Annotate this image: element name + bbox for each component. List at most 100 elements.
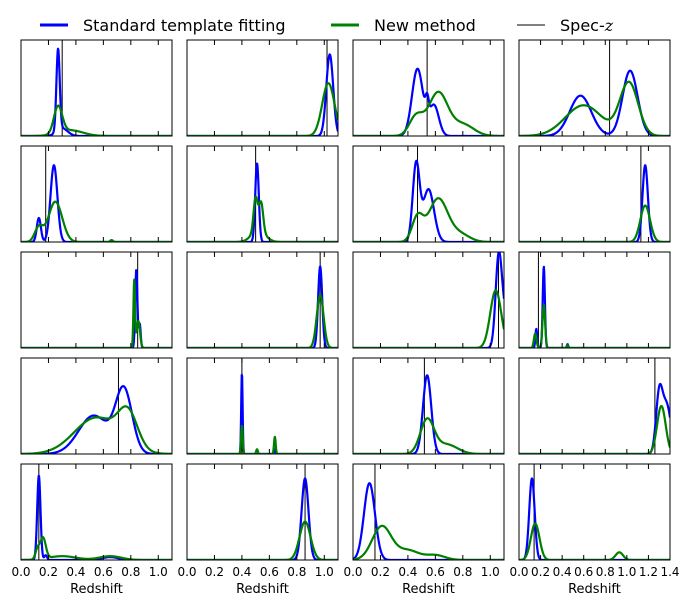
panel-plot-area xyxy=(519,252,670,348)
x-tick-label: 0.0 xyxy=(177,565,196,579)
panel-plot-area xyxy=(519,464,670,560)
series-standard-template-fitting xyxy=(353,67,504,136)
legend-entry-2: Spec-z xyxy=(517,16,614,35)
panel-r2-c0 xyxy=(20,251,173,349)
panel-r2-c3 xyxy=(518,251,671,349)
x-tick-label: 0.4 xyxy=(66,565,85,579)
panel-plot-area xyxy=(353,358,504,454)
panel-plot-area xyxy=(21,146,172,242)
panel-frame xyxy=(352,39,505,137)
x-tick-label: 0.8 xyxy=(453,565,472,579)
x-tick-label: 0.0 xyxy=(509,565,528,579)
panel-frame xyxy=(20,145,173,243)
panel-plot-area xyxy=(187,358,338,454)
series-new-method xyxy=(353,417,504,454)
series-standard-template-fitting xyxy=(353,374,504,454)
series-standard-template-fitting xyxy=(21,385,172,454)
series-standard-template-fitting xyxy=(353,482,504,560)
panel-r4-c0: 0.0 0.2 0.4 0.6 0.8 1.0 Redshift xyxy=(11,463,173,597)
panel-frame xyxy=(518,39,671,137)
panel-plot-area xyxy=(353,40,504,136)
panel-frame xyxy=(352,145,505,243)
x-tick-label: 0.0 xyxy=(11,565,30,579)
x-tick-label: 0.2 xyxy=(205,565,224,579)
panel-frame xyxy=(20,463,173,561)
panel-frame xyxy=(186,357,339,455)
panel-r1-c0 xyxy=(20,145,173,243)
series-new-method xyxy=(21,278,172,348)
panel-r0-c0 xyxy=(20,39,173,137)
panel-plot-area xyxy=(519,358,670,454)
panel-frame xyxy=(352,463,505,561)
series-new-method xyxy=(353,90,504,136)
panel-r4-c3: 0.0 0.2 0.4 0.6 0.8 1.0 1.2 1.4 Redshift xyxy=(509,463,680,597)
series-new-method xyxy=(519,204,670,242)
series-new-method xyxy=(187,294,338,348)
panel-r2-c1 xyxy=(186,251,339,349)
series-new-method xyxy=(353,197,504,242)
panel-frame xyxy=(352,251,505,349)
x-tick-label: 0.4 xyxy=(232,565,251,579)
panel-r0-c1 xyxy=(186,39,339,137)
x-tick-label: 0.8 xyxy=(287,565,306,579)
series-standard-template-fitting xyxy=(519,164,670,242)
x-tick-label: 0.6 xyxy=(260,565,279,579)
x-tick-label: 1.2 xyxy=(639,565,658,579)
panel-r4-c2: 0.0 0.2 0.4 0.6 0.8 1.0 Redshift xyxy=(343,463,505,597)
series-standard-template-fitting xyxy=(187,477,338,560)
x-tick-label: 1.4 xyxy=(660,565,679,579)
panel-r1-c2 xyxy=(352,145,505,243)
series-standard-template-fitting xyxy=(353,252,504,348)
x-tick-label: 1.0 xyxy=(315,565,334,579)
panel-frame xyxy=(186,145,339,243)
series-standard-template-fitting xyxy=(21,164,172,242)
panel-plot-area xyxy=(353,146,504,242)
series-standard-template-fitting xyxy=(21,269,172,348)
x-tick-label: 0.6 xyxy=(94,565,113,579)
panel-plot-area xyxy=(519,40,670,136)
series-standard-template-fitting xyxy=(187,53,338,136)
series-new-method xyxy=(353,524,504,560)
legend-label-math: z xyxy=(604,16,614,35)
x-axis-label: Redshift xyxy=(402,582,455,597)
x-tick-label: 1.0 xyxy=(149,565,168,579)
panel-plot-area xyxy=(353,464,504,560)
x-tick-label: 1.0 xyxy=(617,565,636,579)
panel-plot-area xyxy=(21,40,172,136)
panel-frame xyxy=(518,145,671,243)
series-new-method xyxy=(21,200,172,242)
legend: Standard template fitting New method Spec-… xyxy=(40,16,614,35)
panel-plot-area xyxy=(353,252,504,348)
legend-entry-0: Standard template fitting xyxy=(40,16,286,35)
x-tick-label: 0.2 xyxy=(371,565,390,579)
x-tick-label: 0.2 xyxy=(39,565,58,579)
series-new-method xyxy=(187,195,338,242)
x-tick-label: 0.0 xyxy=(343,565,362,579)
series-standard-template-fitting xyxy=(21,474,172,560)
legend-label-0: Standard template fitting xyxy=(83,16,286,35)
series-new-method xyxy=(519,303,670,348)
x-axis-label: Redshift xyxy=(70,582,123,597)
panel-frame xyxy=(186,463,339,561)
series-new-method xyxy=(519,80,670,136)
x-tick-label: 0.4 xyxy=(398,565,417,579)
series-standard-template-fitting xyxy=(187,162,338,242)
panel-plot-area xyxy=(187,40,338,136)
panel-plot-area xyxy=(21,252,172,348)
panel-r1-c3 xyxy=(518,145,671,243)
series-new-method xyxy=(353,289,504,348)
series-standard-template-fitting xyxy=(519,69,670,136)
series-standard-template-fitting xyxy=(187,373,338,454)
panel-plot-area xyxy=(21,464,172,560)
x-tick-label: 0.6 xyxy=(426,565,445,579)
series-new-method xyxy=(187,424,338,454)
x-tick-label: 0.8 xyxy=(596,565,615,579)
x-tick-label: 1.0 xyxy=(481,565,500,579)
panel-frame xyxy=(352,357,505,455)
series-new-method xyxy=(519,522,670,560)
panel-r1-c1 xyxy=(186,145,339,243)
series-new-method xyxy=(21,405,172,454)
panel-frame xyxy=(518,463,671,561)
